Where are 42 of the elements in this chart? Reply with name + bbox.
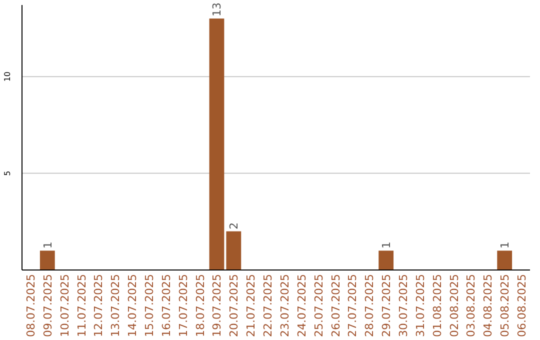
y-tick-label: 5 [3,170,12,176]
x-tick-label: 09.07.2025 [41,274,54,337]
x-tick-label: 24.07.2025 [295,274,308,337]
data-label: 1 [41,242,54,249]
x-tick-label: 23.07.2025 [278,274,292,337]
x-tick-label: 18.07.2025 [194,274,207,337]
x-tick-label: 16.07.2025 [160,274,173,337]
x-tick-label: 27.07.2025 [346,274,360,337]
x-tick-label: 26.07.2025 [329,274,342,337]
x-tick-label: 03.08.2025 [464,274,478,337]
x-tick-label: 05.08.2025 [498,274,512,337]
x-tick-label: 30.07.2025 [397,274,410,337]
x-tick-label: 31.07.2025 [414,274,427,337]
x-tick-label: 11.07.2025 [75,274,88,337]
y-tick-label: 10 [3,71,12,82]
x-tick-label: 13.07.2025 [109,274,122,337]
x-tick-label: 10.07.2025 [58,274,72,337]
x-tick-label: 14.07.2025 [126,274,140,337]
x-tick-label: 02.08.2025 [448,274,461,337]
x-tick-label: 17.07.2025 [176,274,190,337]
data-label: 1 [380,242,394,249]
x-tick-label: 29.07.2025 [380,274,394,337]
x-tick-label: 15.07.2025 [143,274,156,337]
x-tick-label: 20.07.2025 [228,274,241,337]
bar [226,231,242,270]
x-tick-label: 19.07.2025 [210,274,224,337]
data-label: 13 [210,2,224,17]
x-tick-label: 08.07.2025 [24,274,38,337]
data-label: 2 [228,222,241,230]
x-tick-label: 06.08.2025 [516,274,529,337]
bar [209,18,224,270]
x-tick-label: 22.07.2025 [262,274,275,337]
x-tick-label: 04.08.2025 [482,274,495,337]
x-tick-label: 21.07.2025 [244,274,258,337]
x-tick-label: 01.08.2025 [430,274,444,337]
x-tick-label: 28.07.2025 [363,274,376,337]
x-tick-label: 12.07.2025 [92,274,106,337]
x-tick-label: 25.07.2025 [312,274,326,337]
bar [378,250,394,270]
bar [497,250,512,270]
data-label: 1 [498,242,512,249]
bar [40,250,55,270]
